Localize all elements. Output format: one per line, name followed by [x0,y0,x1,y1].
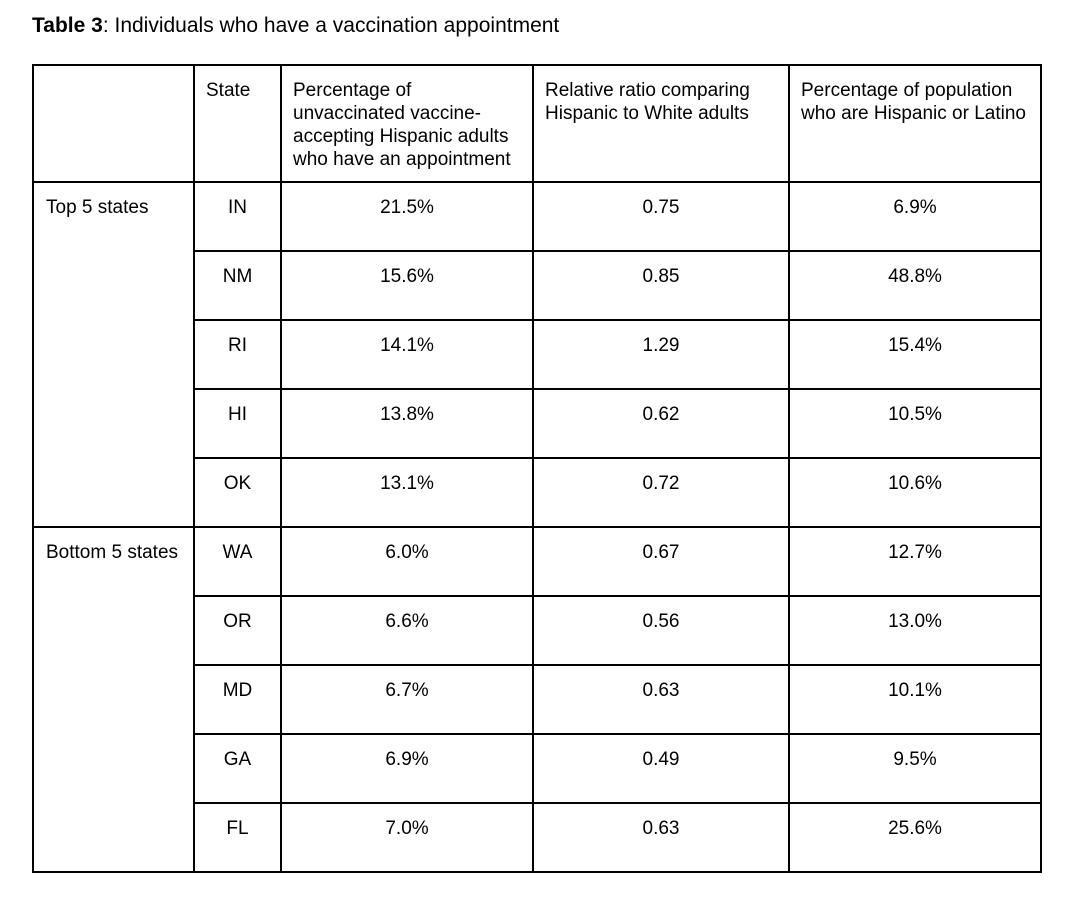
header-empty-cell [32,64,195,183]
group-label-top-5-states: Top 5 states [32,181,195,528]
cell-relative-ratio: 0.67 [532,526,790,597]
cell-appointment-pct: 6.9% [280,733,534,804]
cell-appointment-pct: 6.6% [280,595,534,666]
cell-state: OR [193,595,282,666]
table-row-fl: FL 7.0% 0.63 25.6% [33,802,1042,873]
cell-relative-ratio: 0.72 [532,457,790,528]
table-row-ok: OK 13.1% 0.72 10.6% [33,457,1042,528]
group-label-bottom-5-states: Bottom 5 states [32,526,195,873]
header-appointment-pct: Percentage of unvaccinated vaccine-accep… [280,64,534,183]
data-table: State Percentage of unvaccinated vaccine… [32,64,1042,873]
cell-hispanic-population-pct: 10.6% [788,457,1042,528]
header-hispanic-population-pct: Percentage of population who are Hispani… [788,64,1042,183]
cell-appointment-pct: 13.8% [280,388,534,459]
table-row-nm: NM 15.6% 0.85 48.8% [33,250,1042,321]
cell-relative-ratio: 1.29 [532,319,790,390]
cell-state: MD [193,664,282,735]
table-row-ga: GA 6.9% 0.49 9.5% [33,733,1042,804]
table-row-md: MD 6.7% 0.63 10.1% [33,664,1042,735]
cell-hispanic-population-pct: 15.4% [788,319,1042,390]
table-row-ri: RI 14.1% 1.29 15.4% [33,319,1042,390]
cell-hispanic-population-pct: 13.0% [788,595,1042,666]
table-caption-label: Table 3 [32,14,103,37]
cell-appointment-pct: 6.7% [280,664,534,735]
cell-relative-ratio: 0.75 [532,181,790,252]
cell-hispanic-population-pct: 48.8% [788,250,1042,321]
table-caption-text: : Individuals who have a vaccination app… [102,14,560,37]
table-caption: Table 3: Individuals who have a vaccinat… [32,13,559,39]
cell-state: NM [193,250,282,321]
cell-hispanic-population-pct: 10.1% [788,664,1042,735]
table-row-hi: HI 13.8% 0.62 10.5% [33,388,1042,459]
cell-relative-ratio: 0.85 [532,250,790,321]
cell-state: HI [193,388,282,459]
cell-state: IN [193,181,282,252]
table-row-or: OR 6.6% 0.56 13.0% [33,595,1042,666]
cell-hispanic-population-pct: 9.5% [788,733,1042,804]
cell-appointment-pct: 6.0% [280,526,534,597]
cell-relative-ratio: 0.63 [532,802,790,873]
cell-hispanic-population-pct: 10.5% [788,388,1042,459]
header-relative-ratio: Relative ratio comparing Hispanic to Whi… [532,64,790,183]
cell-relative-ratio: 0.49 [532,733,790,804]
cell-appointment-pct: 13.1% [280,457,534,528]
cell-state: FL [193,802,282,873]
table-row-wa: Bottom 5 states WA 6.0% 0.67 12.7% [32,526,1042,873]
header-row: State Percentage of unvaccinated vaccine… [32,64,1042,183]
cell-appointment-pct: 21.5% [280,181,534,252]
table-row-in: Top 5 states IN 21.5% 0.75 6.9% [32,181,1042,528]
cell-relative-ratio: 0.56 [532,595,790,666]
cell-state: WA [193,526,282,597]
cell-appointment-pct: 7.0% [280,802,534,873]
cell-state: OK [193,457,282,528]
cell-appointment-pct: 14.1% [280,319,534,390]
cell-state: GA [193,733,282,804]
cell-state: RI [193,319,282,390]
cell-relative-ratio: 0.62 [532,388,790,459]
cell-appointment-pct: 15.6% [280,250,534,321]
header-state: State [193,64,282,183]
cell-hispanic-population-pct: 12.7% [788,526,1042,597]
cell-relative-ratio: 0.63 [532,664,790,735]
cell-hispanic-population-pct: 6.9% [788,181,1042,252]
cell-hispanic-population-pct: 25.6% [788,802,1042,873]
